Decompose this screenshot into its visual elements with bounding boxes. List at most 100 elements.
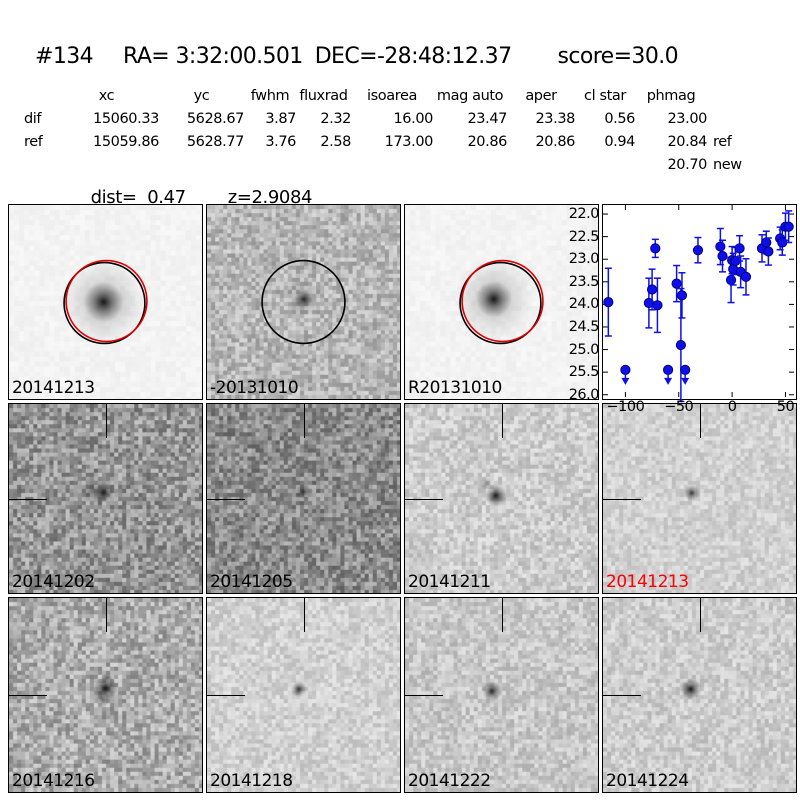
table-row-ref: ref 15059.86 5628.77 3.76 2.58 173.00 20… — [24, 134, 759, 157]
cutout-label: R20131010 — [408, 378, 502, 399]
data-point — [725, 274, 737, 286]
aperture-circle-red — [65, 259, 148, 343]
cutout-panel-20141213-highlighted[interactable]: 20141213 — [602, 403, 797, 594]
dif-cl-star: 0.56 — [604, 111, 635, 127]
ref-mag-auto: 20.86 — [467, 134, 507, 150]
aperture-circle-overlay — [63, 259, 148, 345]
cutout-label: 20141211 — [408, 572, 491, 593]
row-label: ref — [24, 134, 43, 150]
y-tick-label: 23.5 — [568, 273, 600, 290]
crosshair-tick-vertical — [501, 598, 503, 632]
crosshair-tick-horizontal — [405, 498, 443, 500]
dist-value: dist= 0.47 — [90, 187, 186, 208]
cutout-panel-diff-neg-20131010[interactable]: -20131010 — [206, 204, 401, 400]
new-suffix: new — [713, 157, 742, 173]
data-point — [783, 221, 794, 232]
upper-limit-arrow-icon — [621, 377, 630, 385]
aperture-circle-red — [461, 259, 544, 343]
ref-fluxrad: 2.58 — [320, 134, 351, 150]
cutout-image — [405, 205, 598, 399]
data-point — [603, 297, 614, 308]
dif-isoarea: 16.00 — [393, 111, 433, 127]
table-row-new: 20.70 new — [24, 157, 759, 180]
dif-aper: 23.38 — [535, 111, 575, 127]
cutout-label: 20141213 — [12, 378, 95, 399]
col-header-fluxrad: fluxrad — [299, 88, 348, 104]
aperture-circle-black — [261, 259, 346, 345]
x-tick-label: −50 — [664, 399, 694, 415]
data-point — [763, 246, 774, 257]
y-tick-label: 23.0 — [568, 251, 600, 268]
crosshair-tick-horizontal — [405, 695, 443, 696]
cutout-label: 20141218 — [210, 771, 293, 792]
data-point — [692, 245, 704, 256]
dif-yc: 5628.67 — [186, 111, 245, 127]
crosshair-tick-vertical — [105, 404, 107, 438]
upper-limit-arrow-icon — [664, 377, 673, 385]
x-tick-label: 50 — [776, 399, 795, 415]
dif-fluxrad: 2.32 — [320, 111, 351, 127]
crosshair-tick-horizontal — [207, 498, 245, 500]
dif-mag-auto: 23.47 — [467, 111, 507, 127]
ref-yc: 5628.77 — [186, 134, 245, 150]
data-point — [650, 243, 661, 254]
new-phmag: 20.70 — [667, 157, 707, 173]
data-point — [671, 278, 682, 289]
ref-isoarea: 173.00 — [384, 134, 434, 150]
ref-aper: 20.86 — [535, 134, 575, 150]
data-point — [652, 300, 663, 311]
y-tick-label: 24.0 — [568, 296, 600, 313]
summary-line: dist= 0.47 z=2.9084 — [80, 166, 313, 208]
col-header-isoarea: isoarea — [367, 88, 417, 104]
data-point — [675, 339, 686, 351]
cutout-label: 20141213 — [606, 572, 689, 593]
ref-phmag: 20.84 — [667, 134, 707, 150]
y-tick-label: 22.5 — [568, 228, 600, 245]
cutout-grid: 20141213 -20131010 R20131010 22.0 22.5 23.… — [8, 204, 797, 793]
lightcurve-plot — [603, 205, 794, 403]
crosshair-tick-horizontal — [603, 498, 641, 500]
y-tick-label: 24.5 — [568, 318, 600, 335]
crosshair-tick-vertical — [699, 598, 701, 632]
y-tick-label: 26.0 — [568, 386, 600, 403]
cutout-panel-20141211[interactable]: 20141211 — [404, 403, 599, 594]
x-tick-label: 0 — [727, 399, 737, 415]
cutout-panel-20141205[interactable]: 20141205 — [206, 403, 401, 594]
col-header-mag-auto: mag auto — [436, 88, 504, 104]
data-point — [734, 243, 745, 254]
ra-value: RA= 3:32:00.501 — [123, 44, 303, 69]
cutout-label: 20141216 — [12, 771, 95, 792]
lightcurve-panel: 22.0 22.5 23.0 23.5 24.0 24.5 25.0 25.5 26.0 −100… — [569, 204, 797, 414]
col-header-phmag: phmag — [646, 88, 696, 104]
data-point — [715, 241, 726, 252]
table-row-dif: dif 15060.33 5628.67 3.87 2.32 16.00 23.… — [24, 111, 759, 134]
cutout-panel-new-20141213[interactable]: 20141213 — [8, 204, 203, 400]
dif-phmag: 23.00 — [667, 111, 707, 127]
cutout-panel-ref-20131010[interactable]: R20131010 — [404, 204, 599, 400]
crosshair-tick-vertical — [303, 598, 305, 632]
ref-cl-star: 0.94 — [604, 134, 635, 150]
cutout-panel-20141218[interactable]: 20141218 — [206, 597, 401, 793]
data-point — [717, 250, 728, 262]
cutout-image — [207, 205, 400, 399]
score-value: score=30.0 — [557, 44, 679, 69]
col-header-cl-star: cl star — [584, 88, 626, 104]
y-tick-label: 22.0 — [568, 206, 600, 223]
col-header-yc: yc — [193, 88, 210, 104]
cutout-panel-20141202[interactable]: 20141202 — [8, 403, 203, 594]
y-tick-label: 25.0 — [568, 341, 600, 358]
crosshair-tick-horizontal — [603, 695, 641, 696]
cutout-panel-20141222[interactable]: 20141222 — [404, 597, 599, 793]
crosshair-tick-vertical — [105, 598, 107, 632]
col-header-fwhm: fwhm — [250, 88, 290, 104]
data-point — [676, 290, 688, 301]
crosshair-tick-horizontal — [9, 498, 47, 500]
page-title: #134 RA= 3:32:00.501 DEC=-28:48:12.37 score… — [35, 44, 679, 69]
redshift-value: z=2.9084 — [227, 187, 313, 208]
cutout-panel-20141216[interactable]: 20141216 — [8, 597, 203, 793]
upper-limit-arrow-icon — [681, 377, 690, 385]
cutout-panel-20141224[interactable]: 20141224 — [602, 597, 797, 793]
cutout-label: 20141205 — [210, 572, 293, 593]
crosshair-tick-vertical — [303, 404, 305, 438]
